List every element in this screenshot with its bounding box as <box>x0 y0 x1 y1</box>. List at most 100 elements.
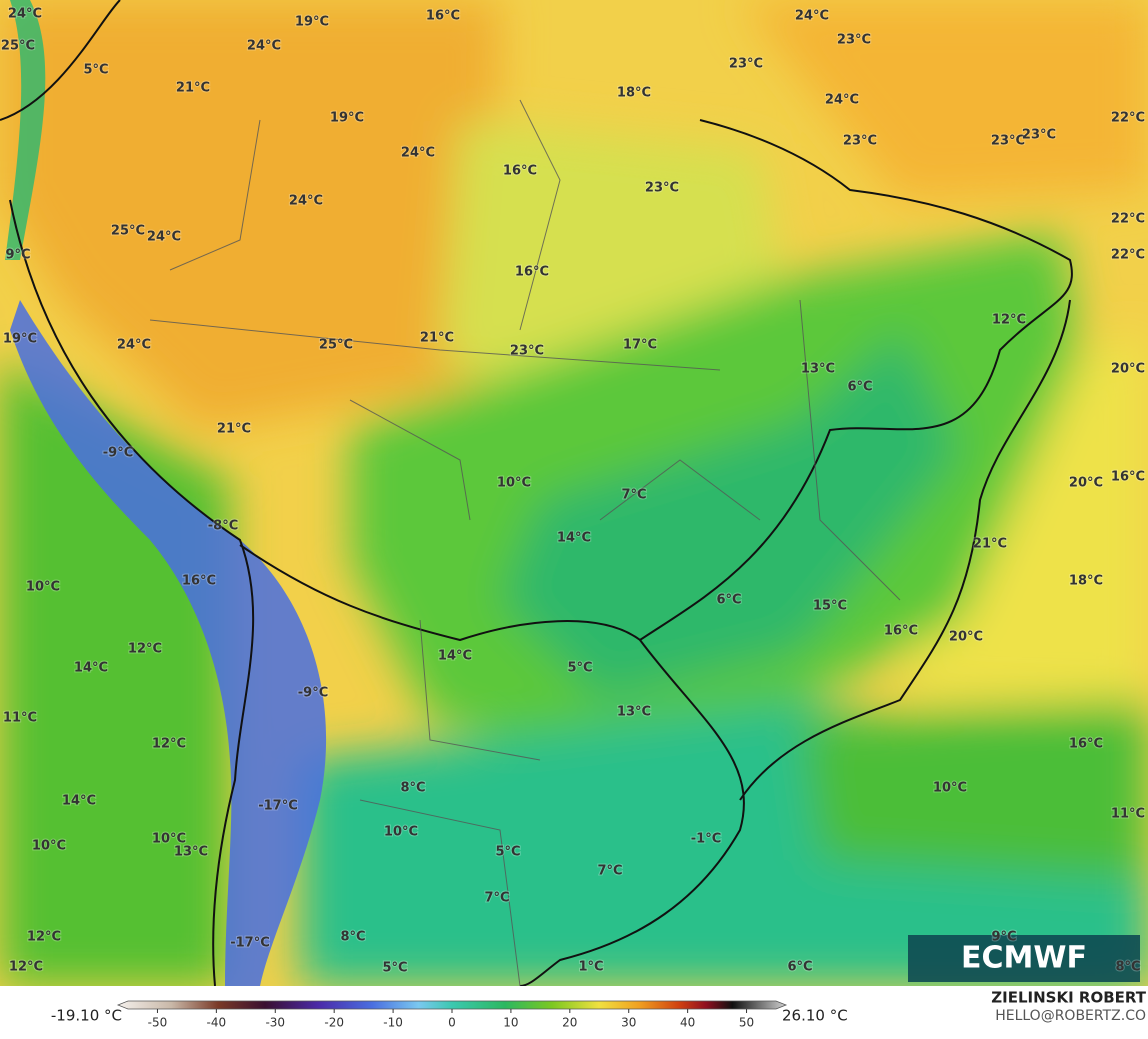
temperature-label: 13°C <box>617 705 651 720</box>
temperature-label: 23°C <box>837 33 871 48</box>
colorbar-tick-label: -30 <box>265 1016 285 1030</box>
logo-box <box>908 935 1140 982</box>
temperature-label: 19°C <box>295 15 329 30</box>
colorbar-tick-label: 20 <box>562 1016 577 1030</box>
temperature-label: 16°C <box>426 9 460 24</box>
colorbar-tick-label: 50 <box>739 1016 754 1030</box>
credit-email: HELLO@ROBERTZ.CO <box>995 1008 1146 1024</box>
temperature-label: 22°C <box>1111 248 1145 263</box>
temperature-label: 12°C <box>152 737 186 752</box>
temperature-label: 21°C <box>973 537 1007 552</box>
temperature-label: 7°C <box>597 864 622 879</box>
temperature-label: 16°C <box>503 164 537 179</box>
colorbar-tick-label: 30 <box>621 1016 636 1030</box>
colorbar-tick-label: 40 <box>680 1016 695 1030</box>
temperature-label: 11°C <box>3 711 37 726</box>
temperature-label: 10°C <box>26 580 60 595</box>
colorbar-tick-label: -10 <box>383 1016 403 1030</box>
temperature-label: 22°C <box>1111 212 1145 227</box>
temperature-label: 14°C <box>557 531 591 546</box>
temperature-label: 21°C <box>217 422 251 437</box>
temperature-label: 23°C <box>991 134 1025 149</box>
temperature-label: 16°C <box>1069 737 1103 752</box>
temperature-label: -9°C <box>298 686 328 701</box>
temperature-label: 25°C <box>1 39 35 54</box>
temperature-label: 13°C <box>801 362 835 377</box>
temperature-label: 22°C <box>1111 111 1145 126</box>
temperature-label: 21°C <box>176 81 210 96</box>
temperature-label: 20°C <box>949 630 983 645</box>
temperature-label: 12°C <box>128 642 162 657</box>
temperature-label: 20°C <box>1111 362 1145 377</box>
temperature-label: 10°C <box>384 825 418 840</box>
temperature-label: 7°C <box>621 488 646 503</box>
temperature-label: 16°C <box>1111 470 1145 485</box>
colorbar-tick-label: -20 <box>324 1016 344 1030</box>
temperature-label: 5°C <box>495 845 520 860</box>
colorbar: -50 -40 -30 -20 -10 0 10 20 30 40 50 -19.10 °C 26.10… <box>51 1000 848 1030</box>
colorbar-tick-label: -50 <box>148 1016 168 1030</box>
temperature-label: 25°C <box>319 338 353 353</box>
colorbar-min: -19.10 °C <box>51 1007 122 1025</box>
temperature-label: 10°C <box>933 781 967 796</box>
temperature-label: 16°C <box>884 624 918 639</box>
temperature-label: 6°C <box>716 593 741 608</box>
colorbar-max: 26.10 °C <box>782 1007 848 1025</box>
temperature-label: 12°C <box>27 930 61 945</box>
temperature-label: 9°C <box>991 930 1016 945</box>
temperature-label: 24°C <box>117 338 151 353</box>
temperature-label: 23°C <box>1022 128 1056 143</box>
temperature-label: 14°C <box>74 661 108 676</box>
labels: 24°C25°C19°C 16°C 24°C23°C24°C5°C21°C23°C1… <box>0 6 1146 977</box>
temperature-label: 24°C <box>8 7 42 22</box>
temperature-label: 6°C <box>847 380 872 395</box>
colorbar-tick-label: 0 <box>448 1016 456 1030</box>
temperature-label: 5°C <box>567 661 592 676</box>
temperature-label: 15°C <box>813 599 847 614</box>
temperature-label: 7°C <box>484 891 509 906</box>
temperature-label: 23°C <box>645 181 679 196</box>
logo: ECMWF <box>961 941 1087 976</box>
credit-name: ZIELINSKI ROBERT <box>991 989 1146 1007</box>
temperature-label: 17°C <box>623 338 657 353</box>
temperature-label: 1°C <box>578 960 603 975</box>
temperature-label: 10°C <box>497 476 531 491</box>
colorbar-tick-label: -40 <box>207 1016 227 1030</box>
temperature-label: 25°C <box>111 224 145 239</box>
temperature-label: 24°C <box>401 146 435 161</box>
temperature-label: 9°C <box>5 248 30 263</box>
temperature-field <box>0 0 1148 986</box>
colorbar-bar <box>116 1000 788 1010</box>
temperature-label: 23°C <box>729 57 763 72</box>
temperature-label: -17°C <box>230 936 270 951</box>
temperature-label: 14°C <box>438 649 472 664</box>
temperature-label: 16°C <box>515 265 549 280</box>
temperature-label: 6°C <box>787 960 812 975</box>
temperature-label: 13°C <box>174 845 208 860</box>
temperature-label: 23°C <box>843 134 877 149</box>
temperature-label: 18°C <box>617 86 651 101</box>
temperature-label: 5°C <box>83 63 108 78</box>
temperature-label: 8°C <box>340 930 365 945</box>
temperature-label: 21°C <box>420 331 454 346</box>
temperature-label: 8°C <box>1115 960 1140 975</box>
temperature-label: -8°C <box>208 519 238 534</box>
temperature-label: 12°C <box>992 313 1026 328</box>
temperature-label: 18°C <box>1069 574 1103 589</box>
temperature-label: 14°C <box>62 794 96 809</box>
temperature-label: 24°C <box>825 93 859 108</box>
colorbar-tick-label: 10 <box>503 1016 518 1030</box>
temperature-label: 19°C <box>3 332 37 347</box>
temperature-label: 20°C <box>1069 476 1103 491</box>
temperature-label: 10°C <box>152 832 186 847</box>
temperature-label: 11°C <box>1111 807 1145 822</box>
temperature-label: 10°C <box>32 839 66 854</box>
temperature-label: 24°C <box>289 194 323 209</box>
temperature-label: 19°C <box>330 111 364 126</box>
temperature-label: 8°C <box>400 781 425 796</box>
temperature-label: 5°C <box>382 961 407 976</box>
temperature-label: 24°C <box>147 230 181 245</box>
temperature-label: 12°C <box>9 960 43 975</box>
